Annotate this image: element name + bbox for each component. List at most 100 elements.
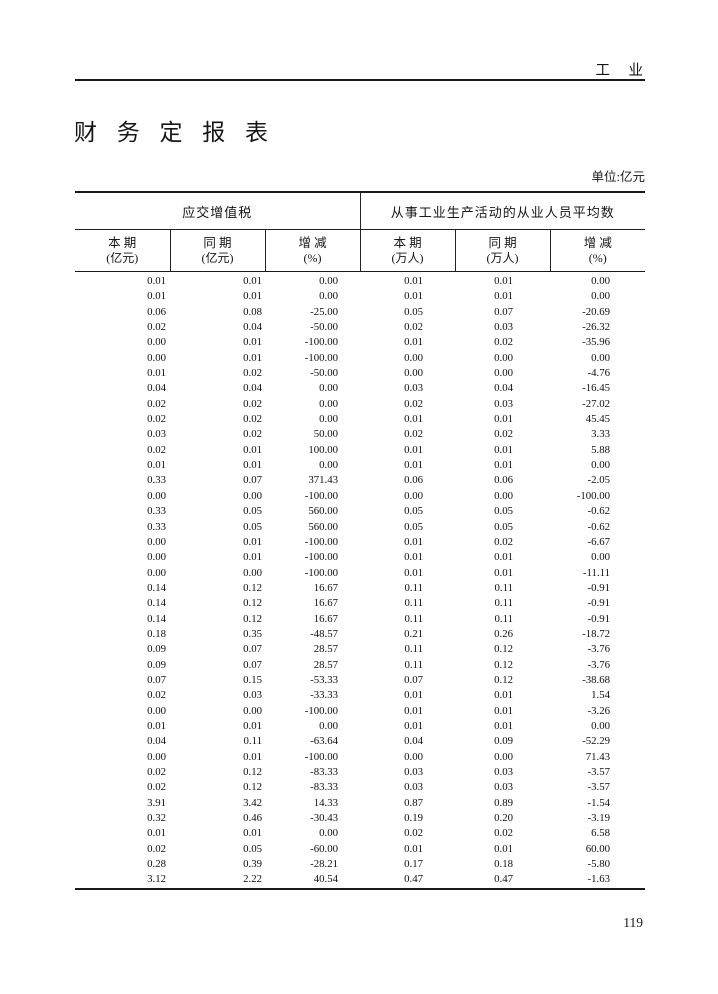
table-row: 0.09 0.07 28.57 0.11 0.12 -3.76 <box>75 642 645 657</box>
table-cell: 0.12 <box>494 643 514 656</box>
table-row: 0.18 0.35 -48.57 0.21 0.26 -18.72 <box>75 627 645 642</box>
table-cell: 0.02 <box>494 827 514 840</box>
column-header-current-vat: 本 期 (亿元) <box>75 229 170 272</box>
table-cell: 0.21 <box>404 627 424 640</box>
table-cell: 0.01 <box>243 459 262 472</box>
table-cell: 0.02 <box>404 827 424 840</box>
table-cell: 5.88 <box>591 443 611 456</box>
table-cell: 3.42 <box>243 796 262 809</box>
table-cell: 0.09 <box>147 643 166 656</box>
table-cell: 0.04 <box>494 382 514 395</box>
table-cell: 0.02 <box>147 443 166 456</box>
table-cell: 16.67 <box>313 597 339 610</box>
table-cell: 0.02 <box>494 428 514 441</box>
table-cell: -5.80 <box>587 858 611 871</box>
table-cell: 0.01 <box>494 275 514 287</box>
table-cell: 3.91 <box>147 796 166 809</box>
table-cell: 0.17 <box>404 858 424 871</box>
table-row: 0.00 0.00 -100.00 0.00 0.00 -100.00 <box>75 489 645 504</box>
table-cell: 0.02 <box>147 413 166 426</box>
table-cell: 0.19 <box>404 812 424 825</box>
table-row: 0.02 0.03 -33.33 0.01 0.01 1.54 <box>75 688 645 703</box>
table-cell: 0.02 <box>147 397 166 410</box>
table-cell: 0.05 <box>243 520 262 533</box>
table-cell: -100.00 <box>304 336 339 349</box>
table-cell: 14.33 <box>313 796 339 809</box>
table-row: 0.02 0.01 100.00 0.01 0.01 5.88 <box>75 443 645 458</box>
table-cell: -26.32 <box>582 321 611 334</box>
table-cell: -25.00 <box>310 305 339 318</box>
table-cell: 1.54 <box>591 689 611 702</box>
table-cell: 0.11 <box>494 612 514 625</box>
table-cell: 0.02 <box>404 397 424 410</box>
table-cell: 0.06 <box>147 305 166 318</box>
table-cell: 0.11 <box>404 597 424 610</box>
table-cell: 0.01 <box>404 290 424 303</box>
table-row: 0.00 0.01 -100.00 0.01 0.02 -6.67 <box>75 535 645 550</box>
table-cell: 0.03 <box>404 766 424 778</box>
table-cell: 0.00 <box>591 290 611 303</box>
table-cell: 0.01 <box>494 551 514 564</box>
column-header-current-employees: 本 期 (万人) <box>359 229 456 272</box>
table-cell: 0.01 <box>243 719 262 732</box>
table-cell: 0.18 <box>494 858 514 871</box>
table-cell: 371.43 <box>308 474 339 487</box>
table-cell: 6.58 <box>591 827 611 840</box>
table-cell: 0.11 <box>243 735 263 748</box>
table-cell: 0.01 <box>404 704 424 717</box>
table-cell: 0.00 <box>591 351 611 364</box>
table-cell: 0.00 <box>404 750 424 763</box>
table-cell: 0.01 <box>404 719 424 732</box>
table-cell: 0.00 <box>319 827 339 840</box>
table-row: 0.04 0.11 -63.64 0.04 0.09 -52.29 <box>75 734 645 749</box>
page-title: 财 务 定 报 表 <box>74 120 275 145</box>
column-header-change-vat: 增 减 (%) <box>264 229 361 272</box>
table-cell: 560.00 <box>308 505 339 518</box>
table-cell: 0.08 <box>243 305 262 318</box>
table-cell: 0.06 <box>404 474 424 487</box>
table-cell: 0.00 <box>591 275 611 287</box>
table-cell: 0.01 <box>243 827 262 840</box>
table-cell: 0.00 <box>404 489 424 502</box>
table-cell: 0.87 <box>404 796 424 809</box>
table-cell: 0.46 <box>243 812 262 825</box>
table-cell: 0.20 <box>494 812 514 825</box>
table-cell: 60.00 <box>585 842 611 855</box>
column-header-line1: 本 期 <box>393 235 422 250</box>
table-cell: 0.03 <box>494 766 514 778</box>
table-cell: 0.00 <box>147 535 166 548</box>
table-cell: 0.06 <box>494 474 514 487</box>
column-header-line2: (亿元) <box>201 250 234 265</box>
table-cell: -27.02 <box>582 397 611 410</box>
table-cell: 0.03 <box>494 321 514 334</box>
table-cell: 0.11 <box>404 658 424 671</box>
table-cell: 0.12 <box>494 658 514 671</box>
table-cell: 0.02 <box>147 781 166 794</box>
column-header-line1: 增 减 <box>583 235 612 250</box>
table-cell: 0.01 <box>404 459 424 472</box>
table-cell: 0.09 <box>147 658 166 671</box>
table-cell: 0.02 <box>243 367 262 380</box>
table-cell: 0.01 <box>494 290 514 303</box>
running-head: 工 业 <box>595 63 645 79</box>
table-cell: 71.43 <box>585 750 611 763</box>
table-cell: 0.28 <box>147 858 166 871</box>
table-cell: 0.01 <box>494 459 514 472</box>
table-cell: 0.07 <box>494 305 514 318</box>
table-row: 0.01 0.01 0.00 0.01 0.01 0.00 <box>75 272 645 290</box>
table-cell: 0.11 <box>494 581 514 594</box>
table-cell: 0.05 <box>494 505 514 518</box>
table-cell: -0.91 <box>587 612 611 625</box>
table-cell: -100.00 <box>576 489 611 502</box>
table-cell: 0.26 <box>494 627 514 640</box>
table-cell: 0.01 <box>494 566 514 579</box>
table-cell: 0.03 <box>404 781 424 794</box>
table-cell: 16.67 <box>313 612 339 625</box>
table-cell: -3.76 <box>587 658 611 671</box>
table-cell: 0.89 <box>494 796 514 809</box>
table-cell: -50.00 <box>310 367 339 380</box>
table-cell: 50.00 <box>313 428 339 441</box>
table-cell: 28.57 <box>313 658 339 671</box>
table-cell: -16.45 <box>582 382 611 395</box>
table-cell: 0.05 <box>404 305 424 318</box>
